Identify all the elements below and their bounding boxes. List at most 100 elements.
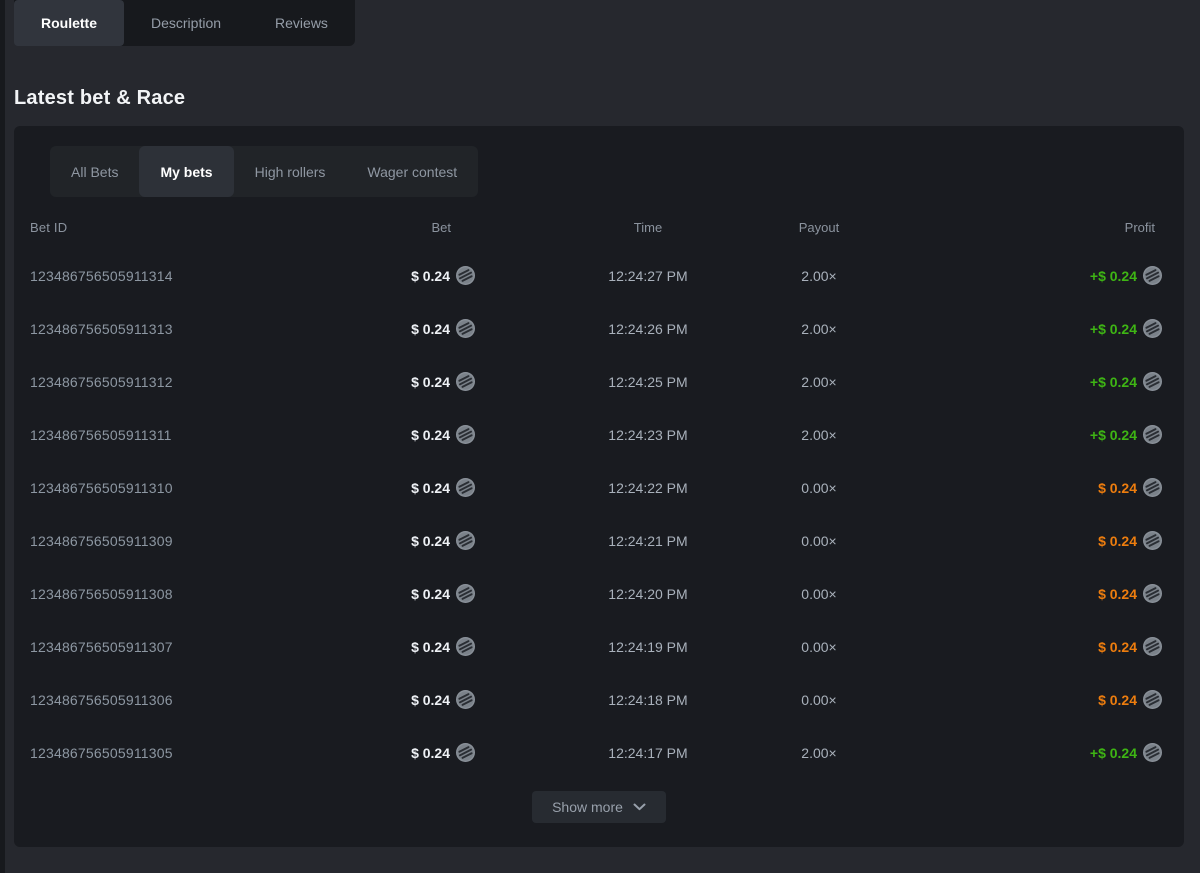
striped-coin-icon [1143, 743, 1162, 762]
show-more-label: Show more [552, 799, 623, 815]
bet-profit: +$ 0.24 [1089, 744, 1137, 761]
tab-all-bets[interactable]: All Bets [71, 163, 119, 180]
striped-coin-icon [456, 478, 475, 497]
bet-profit: $ 0.24 [1098, 532, 1137, 549]
table-row: 123486756505911313 $ 0.24 12:24:26 PM 2.… [30, 302, 1168, 355]
table-row: 123486756505911311 $ 0.24 12:24:23 PM 2.… [30, 408, 1168, 461]
striped-coin-icon [1143, 425, 1162, 444]
bet-id-value: 123486756505911310 [30, 479, 173, 496]
bet-payout: 0.00× [801, 691, 837, 708]
bet-amount: $ 0.24 [411, 373, 450, 390]
bet-time: 12:24:27 PM [608, 267, 688, 284]
bet-time: 12:24:25 PM [608, 373, 688, 390]
bet-id-value: 123486756505911311 [30, 426, 172, 443]
game-tabs: Roulette Description Reviews [14, 0, 355, 46]
table-header-row: Bet ID Bet Time Payout Profit [30, 217, 1168, 237]
bet-amount: $ 0.24 [411, 267, 450, 284]
show-more-button[interactable]: Show more [532, 791, 666, 823]
bet-time: 12:24:19 PM [608, 638, 688, 655]
striped-coin-icon [456, 531, 475, 550]
bets-table: Bet ID Bet Time Payout Profit 1234867565… [30, 217, 1168, 779]
bet-id-value: 123486756505911312 [30, 373, 173, 390]
header-time: Time [633, 219, 663, 235]
left-edge-strip [0, 0, 5, 873]
table-row: 123486756505911309 $ 0.24 12:24:21 PM 0.… [30, 514, 1168, 567]
bet-amount: $ 0.24 [411, 691, 450, 708]
tab-roulette[interactable]: Roulette [14, 0, 124, 46]
header-payout: Payout [798, 219, 840, 235]
table-row: 123486756505911310 $ 0.24 12:24:22 PM 0.… [30, 461, 1168, 514]
bet-time: 12:24:17 PM [608, 744, 688, 761]
striped-coin-icon [1143, 690, 1162, 709]
striped-coin-icon [456, 584, 475, 603]
striped-coin-icon [456, 743, 475, 762]
header-bet: Bet [431, 219, 451, 235]
striped-coin-icon [1143, 319, 1162, 338]
latest-bets-panel: All Bets My bets High rollers Wager cont… [14, 126, 1184, 847]
table-body: 123486756505911314 $ 0.24 12:24:27 PM 2.… [30, 249, 1168, 779]
striped-coin-icon [456, 690, 475, 709]
tab-my-bets[interactable]: My bets [139, 146, 234, 197]
striped-coin-icon [456, 372, 475, 391]
table-row: 123486756505911314 $ 0.24 12:24:27 PM 2.… [30, 249, 1168, 302]
striped-coin-icon [456, 266, 475, 285]
tab-description[interactable]: Description [151, 15, 222, 31]
striped-coin-icon [456, 637, 475, 656]
bet-time: 12:24:18 PM [608, 691, 688, 708]
striped-coin-icon [1143, 478, 1162, 497]
tab-wager-contest[interactable]: Wager contest [367, 163, 458, 180]
striped-coin-icon [456, 425, 475, 444]
bet-id-value: 123486756505911308 [30, 585, 173, 602]
header-bet-id: Bet ID [30, 219, 68, 235]
bet-payout: 2.00× [801, 267, 837, 284]
bet-profit: $ 0.24 [1098, 638, 1137, 655]
tab-high-rollers[interactable]: High rollers [254, 163, 326, 180]
bet-amount: $ 0.24 [411, 744, 450, 761]
bet-time: 12:24:20 PM [608, 585, 688, 602]
bet-id-value: 123486756505911307 [30, 638, 173, 655]
table-row: 123486756505911308 $ 0.24 12:24:20 PM 0.… [30, 567, 1168, 620]
bet-payout: 0.00× [801, 585, 837, 602]
bet-time: 12:24:23 PM [608, 426, 688, 443]
bet-payout: 0.00× [801, 532, 837, 549]
bet-time: 12:24:21 PM [608, 532, 688, 549]
bet-payout: 0.00× [801, 638, 837, 655]
bet-profit: +$ 0.24 [1089, 320, 1137, 337]
bet-filter-tabs: All Bets My bets High rollers Wager cont… [50, 146, 479, 197]
bet-amount: $ 0.24 [411, 426, 450, 443]
bet-profit: $ 0.24 [1098, 479, 1137, 496]
chevron-down-icon [633, 803, 646, 811]
bet-payout: 0.00× [801, 479, 837, 496]
bet-id-value: 123486756505911309 [30, 532, 173, 549]
bet-id-value: 123486756505911314 [30, 267, 173, 284]
bet-id-value: 123486756505911306 [30, 691, 173, 708]
bet-profit: $ 0.24 [1098, 585, 1137, 602]
bet-payout: 2.00× [801, 320, 837, 337]
striped-coin-icon [1143, 266, 1162, 285]
main-content: Roulette Description Reviews Latest bet … [14, 0, 1184, 847]
striped-coin-icon [1143, 372, 1162, 391]
bet-amount: $ 0.24 [411, 585, 450, 602]
bet-amount: $ 0.24 [411, 479, 450, 496]
striped-coin-icon [456, 319, 475, 338]
bet-payout: 2.00× [801, 373, 837, 390]
header-profit: Profit [1124, 219, 1155, 235]
striped-coin-icon [1143, 531, 1162, 550]
table-row: 123486756505911306 $ 0.24 12:24:18 PM 0.… [30, 673, 1168, 726]
bet-profit: +$ 0.24 [1089, 426, 1137, 443]
bet-amount: $ 0.24 [411, 320, 450, 337]
table-row: 123486756505911307 $ 0.24 12:24:19 PM 0.… [30, 620, 1168, 673]
table-row: 123486756505911312 $ 0.24 12:24:25 PM 2.… [30, 355, 1168, 408]
bet-amount: $ 0.24 [411, 638, 450, 655]
tab-reviews[interactable]: Reviews [275, 15, 328, 31]
table-row: 123486756505911305 $ 0.24 12:24:17 PM 2.… [30, 726, 1168, 779]
page-title: Latest bet & Race [14, 87, 186, 109]
striped-coin-icon [1143, 584, 1162, 603]
bet-profit: $ 0.24 [1098, 691, 1137, 708]
bet-id-value: 123486756505911305 [30, 744, 173, 761]
bet-profit: +$ 0.24 [1089, 267, 1137, 284]
bet-payout: 2.00× [801, 744, 837, 761]
bet-time: 12:24:22 PM [608, 479, 688, 496]
bet-id-value: 123486756505911313 [30, 320, 173, 337]
show-more-container: Show more [30, 791, 1168, 823]
